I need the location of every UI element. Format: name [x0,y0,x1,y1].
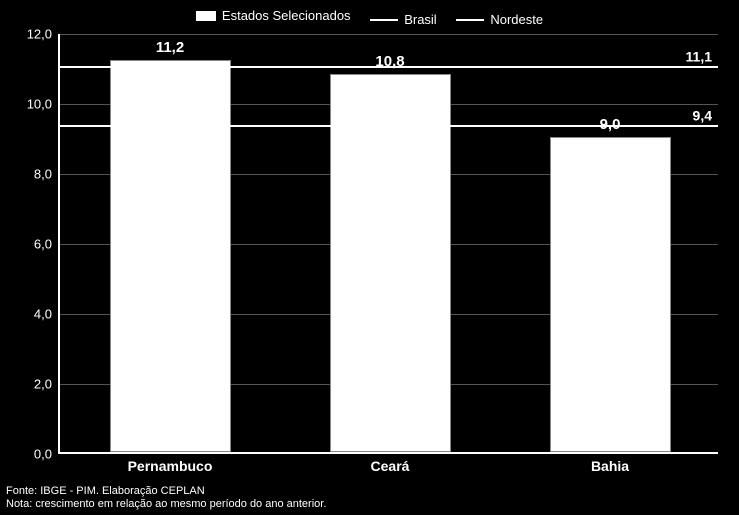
chart-footer: Fonte: IBGE - PIM. Elaboração CEPLAN Not… [6,485,326,511]
y-axis-label: 0,0 [34,447,60,462]
reference-line-label: 9,4 [691,107,714,123]
bar-ceará: 10,8 [330,74,451,452]
y-axis-label: 6,0 [34,237,60,252]
y-axis-label: 8,0 [34,167,60,182]
y-axis-label: 10,0 [27,97,60,112]
legend-item-brasil: Brasil [370,12,437,28]
legend: Estados Selecionados Brasil Nordeste [0,8,739,28]
grid-line [60,34,718,35]
plot-area: 0,02,04,06,08,010,012,011,2Pernambuco10,… [58,34,718,454]
y-axis-label: 2,0 [34,377,60,392]
reference-line-nordeste [60,66,718,68]
bar-value-label: 11,2 [111,39,230,56]
legend-item-nordeste: Nordeste [456,12,543,28]
x-axis-label: Pernambuco [128,452,213,474]
x-axis-label: Bahia [591,452,629,474]
y-axis-label: 4,0 [34,307,60,322]
source-text: Fonte: IBGE - PIM. Elaboração CEPLAN [6,485,326,498]
legend-label: Brasil [404,12,437,28]
bar-pernambuco: 11,2 [110,60,231,452]
legend-item-bars: Estados Selecionados [196,8,351,24]
legend-label: Estados Selecionados [222,8,351,24]
reference-line-brasil [60,125,718,127]
chart-container: Estados Selecionados Brasil Nordeste 0,0… [0,0,739,515]
reference-line-label: 11,1 [684,48,714,64]
legend-swatch-line [370,19,398,21]
legend-label: Nordeste [490,12,543,28]
note-text: Nota: crescimento em relação ao mesmo pe… [6,498,326,511]
bar-bahia: 9,0 [550,137,671,452]
legend-swatch-line [456,19,484,21]
x-axis-label: Ceará [371,452,410,474]
legend-swatch-box [196,11,216,21]
y-axis-label: 12,0 [27,27,60,42]
